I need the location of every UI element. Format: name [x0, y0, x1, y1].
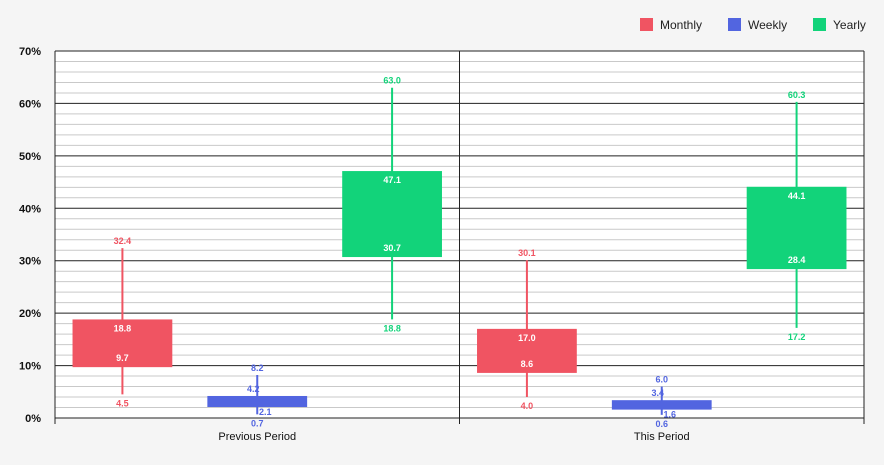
q3-label: 4.2	[247, 384, 260, 394]
min-label: 18.8	[383, 323, 401, 333]
y-tick-label: 30%	[19, 256, 41, 268]
x-category-label: This Period	[634, 431, 690, 443]
q1-label: 1.6	[663, 410, 676, 420]
max-label: 6.0	[655, 375, 668, 385]
max-label: 60.3	[788, 90, 806, 100]
min-label: 4.5	[116, 398, 129, 408]
max-label: 8.2	[251, 363, 264, 373]
legend-swatch	[640, 18, 653, 31]
max-label: 30.1	[518, 248, 536, 258]
q1-label: 9.7	[116, 353, 129, 363]
max-label: 63.0	[383, 76, 401, 86]
box	[342, 171, 442, 258]
q3-label: 18.8	[114, 323, 132, 333]
legend-swatch	[728, 18, 741, 31]
y-tick-label: 40%	[19, 203, 41, 215]
legend-label: Monthly	[660, 18, 702, 32]
min-label: 0.7	[251, 418, 264, 428]
min-label: 4.0	[521, 401, 534, 411]
legend-label: Yearly	[833, 18, 866, 32]
min-label: 17.2	[788, 332, 806, 342]
q3-label: 47.1	[383, 175, 401, 185]
y-tick-label: 60%	[19, 98, 41, 110]
q1-label: 30.7	[383, 243, 401, 253]
y-tick-label: 0%	[25, 413, 41, 425]
legend-swatch	[813, 18, 826, 31]
box	[477, 328, 577, 373]
legend-label: Weekly	[748, 18, 787, 32]
max-label: 32.4	[114, 236, 132, 246]
y-tick-label: 10%	[19, 361, 41, 373]
q1-label: 28.4	[788, 255, 806, 265]
y-tick-label: 20%	[19, 308, 41, 320]
box	[746, 186, 847, 270]
box	[207, 395, 308, 407]
x-category-label: Previous Period	[218, 431, 296, 443]
y-tick-label: 70%	[19, 46, 41, 58]
q3-label: 44.1	[788, 191, 806, 201]
y-tick-label: 50%	[19, 151, 41, 163]
box	[72, 319, 173, 368]
min-label: 0.6	[655, 419, 668, 429]
q3-label: 3.4	[651, 388, 664, 398]
q3-label: 17.0	[518, 333, 536, 343]
q1-label: 8.6	[521, 359, 534, 369]
box	[611, 400, 712, 410]
q1-label: 2.1	[259, 407, 272, 417]
